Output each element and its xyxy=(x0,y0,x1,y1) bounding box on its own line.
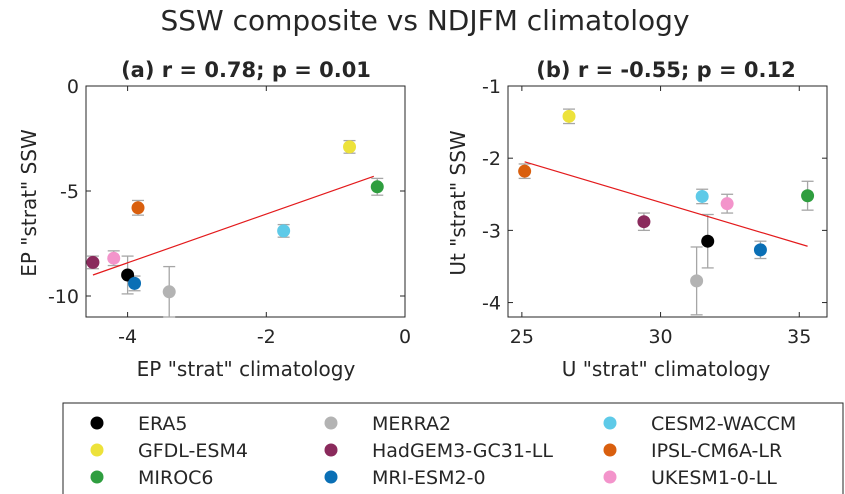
panel-b-xtick-label: 30 xyxy=(648,326,672,348)
legend-label: MERRA2 xyxy=(372,413,451,435)
legend-label: MRI-ESM2-0 xyxy=(372,467,486,489)
panel-a-ytick-label: -10 xyxy=(48,286,79,308)
legend-label: ERA5 xyxy=(138,413,188,435)
panel-b-point-mri-esm2-0 xyxy=(753,243,767,257)
panel-b-point-ipsl-cm6a-lr xyxy=(518,164,532,178)
legend: ERA5 GFDL-ESM4 MIROC6 MERRA2 HadGEM3-GC31-LL… xyxy=(62,402,844,494)
legend-label: HadGEM3-GC31-LL xyxy=(372,440,553,462)
legend-box xyxy=(62,402,844,494)
legend-item-gfdl-esm4: GFDL-ESM4 xyxy=(90,440,248,462)
panel-b-point-miroc6 xyxy=(801,189,815,203)
panel-b-plot-area: 25 30 35 -1 -2 -3 -4 xyxy=(482,76,828,348)
panel-a-point-gfdl-esm4 xyxy=(343,140,357,154)
figure-title: SSW composite vs NDJFM climatology xyxy=(160,4,689,37)
panel-a-xlabel: EP "strat" climatology xyxy=(137,357,356,381)
panel-a-regression-line xyxy=(92,175,374,276)
legend-marker xyxy=(90,470,104,484)
legend-item-mri-esm2-0: MRI-ESM2-0 xyxy=(324,467,486,489)
panel-a-xtick-label: -2 xyxy=(257,326,276,348)
panel-a: (a) r = 0.78; p = 0.01 EP "strat" SSW EP… xyxy=(17,58,411,381)
panel-a-point-ukesm1-0-ll xyxy=(107,251,121,265)
legend-marker xyxy=(324,443,338,457)
legend-item-ipsl-cm6a-lr: IPSL-CM6A-LR xyxy=(603,440,782,462)
legend-marker xyxy=(324,470,338,484)
legend-item-hadgem3-gc31-ll: HadGEM3-GC31-LL xyxy=(324,440,553,462)
panel-b-ytick-label: -4 xyxy=(482,293,501,315)
panel-b-point-merra2 xyxy=(690,274,704,288)
panel-a-point-mri-esm2-0 xyxy=(128,276,142,290)
panel-b-point-ukesm1-0-ll xyxy=(720,197,734,211)
panel-b-xtick-label: 35 xyxy=(787,326,811,348)
panel-a-point-cesm2-waccm xyxy=(277,224,291,238)
legend-label: IPSL-CM6A-LR xyxy=(651,440,782,462)
panel-a-title: (a) r = 0.78; p = 0.01 xyxy=(121,58,371,82)
legend-item-cesm2-waccm: CESM2-WACCM xyxy=(603,413,796,435)
panel-b-ytick-label: -2 xyxy=(482,148,501,170)
legend-marker xyxy=(603,416,617,430)
panel-a-plot-area: -4 -2 0 0 -5 -10 xyxy=(48,76,411,348)
panel-a-xtick-label: -4 xyxy=(118,326,137,348)
legend-item-merra2: MERRA2 xyxy=(324,413,451,435)
legend-item-miroc6: MIROC6 xyxy=(90,467,214,489)
panel-b-ytick-label: -3 xyxy=(482,220,501,242)
panel-b-ylabel: Ut "strat" SSW xyxy=(446,130,470,276)
legend-label: GFDL-ESM4 xyxy=(138,440,248,462)
panel-a-ylabel: EP "strat" SSW xyxy=(17,129,41,277)
panel-a-point-hadgem3-gc31-ll xyxy=(86,255,100,269)
panel-a-ytick-label: -5 xyxy=(60,181,79,203)
panel-b-point-era5 xyxy=(701,234,715,248)
legend-label: MIROC6 xyxy=(138,467,214,489)
panel-b-xlabel: U "strat" climatology xyxy=(562,357,771,381)
legend-marker xyxy=(603,470,617,484)
panel-b-ytick-label: -1 xyxy=(482,76,501,98)
panel-a-point-merra2 xyxy=(162,285,176,299)
panel-b-axes-frame xyxy=(507,85,828,318)
legend-marker xyxy=(90,416,104,430)
panel-a-axes-frame xyxy=(85,85,406,318)
legend-marker xyxy=(90,443,104,457)
legend-item-era5: ERA5 xyxy=(90,413,188,435)
panel-a-point-miroc6 xyxy=(370,180,384,194)
legend-marker xyxy=(324,416,338,430)
panel-a-ytick-label: 0 xyxy=(67,76,79,98)
panel-b-point-hadgem3-gc31-ll xyxy=(637,215,651,229)
panel-b: (b) r = -0.55; p = 0.12 Ut "strat" SSW U… xyxy=(446,58,828,381)
legend-marker xyxy=(603,443,617,457)
panel-b-xtick-label: 25 xyxy=(510,326,534,348)
legend-label: UKESM1-0-LL xyxy=(651,467,777,489)
panel-b-point-gfdl-esm4 xyxy=(562,109,576,123)
legend-item-ukesm1-0-ll: UKESM1-0-LL xyxy=(603,467,777,489)
panel-a-xtick-label: 0 xyxy=(399,326,411,348)
panel-b-point-cesm2-waccm xyxy=(695,189,709,203)
panel-b-title: (b) r = -0.55; p = 0.12 xyxy=(536,58,795,82)
panel-b-regression-line xyxy=(524,161,808,247)
panel-a-point-ipsl-cm6a-lr xyxy=(131,201,145,215)
legend-label: CESM2-WACCM xyxy=(651,413,796,435)
